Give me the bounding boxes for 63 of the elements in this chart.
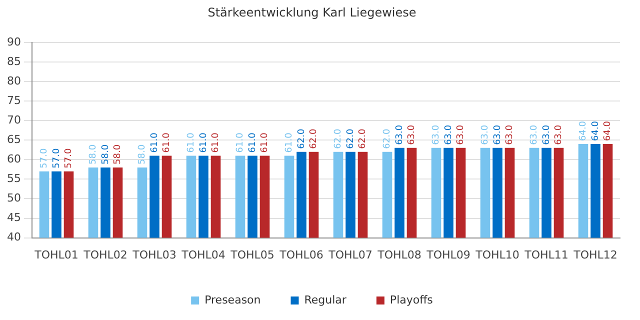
data-label: 58.0 <box>100 144 111 164</box>
legend-label: Preseason <box>204 293 261 306</box>
data-label: 61.0 <box>198 132 209 153</box>
data-label: 64.0 <box>578 120 589 142</box>
x-tick-label: TOHL06 <box>278 248 324 262</box>
data-label: 62.0 <box>309 128 320 149</box>
data-label: 63.0 <box>456 124 466 145</box>
data-label: 62.0 <box>296 128 307 149</box>
data-label: 62.0 <box>358 128 368 149</box>
data-label: 63.0 <box>394 124 405 145</box>
x-tick-label: TOHL07 <box>328 248 372 262</box>
y-tick-label: 75 <box>6 94 21 107</box>
y-tick-label: 55 <box>6 172 21 186</box>
data-label: 61.0 <box>260 132 270 153</box>
data-label: 61.0 <box>211 132 222 153</box>
data-label: 57.0 <box>40 148 50 168</box>
y-tick-label: 90 <box>6 35 21 48</box>
data-label: 62.0 <box>382 128 393 149</box>
x-tick-label: TOHL08 <box>376 248 422 262</box>
data-label: 62.0 <box>346 128 356 149</box>
x-tick-label: TOHL04 <box>180 248 226 262</box>
x-tick-label: TOHL09 <box>426 248 470 262</box>
data-label: 58.0 <box>113 144 124 164</box>
data-label: 63.0 <box>554 124 564 145</box>
data-label: 61.0 <box>248 132 258 153</box>
legend-label: Regular <box>304 293 347 306</box>
x-tick-label: TOHL02 <box>82 248 128 262</box>
y-tick-label: 40 <box>6 230 21 244</box>
x-tick-label: TOHL12 <box>572 248 618 262</box>
data-label: 63.0 <box>444 124 454 145</box>
data-label: 63.0 <box>432 124 442 145</box>
data-label: 61.0 <box>284 132 295 153</box>
data-label: 61.0 <box>162 132 172 153</box>
x-tick-label: TOHL11 <box>524 248 568 262</box>
data-label: 57.0 <box>64 148 74 168</box>
y-tick-label: 85 <box>6 54 21 68</box>
data-label: 64.0 <box>590 120 601 142</box>
y-tick-label: 60 <box>6 152 21 166</box>
data-label: 63.0 <box>530 124 540 145</box>
data-label: 61.0 <box>236 132 246 153</box>
data-label: 62.0 <box>334 128 344 149</box>
y-tick-label: 50 <box>6 192 21 205</box>
data-label: 63.0 <box>542 124 552 145</box>
data-label: 58.0 <box>138 144 148 164</box>
y-tick-label: 45 <box>6 211 21 224</box>
data-label: 63.0 <box>492 124 503 145</box>
x-tick-label: TOHL10 <box>474 248 520 262</box>
x-tick-label: TOHL03 <box>132 248 176 262</box>
data-label: 64.0 <box>603 120 614 142</box>
x-tick-label: TOHL01 <box>34 248 78 262</box>
y-tick-label: 70 <box>6 113 21 126</box>
data-label: 58.0 <box>88 144 99 164</box>
x-tick-label: TOHL05 <box>230 248 274 262</box>
y-tick-label: 65 <box>6 132 21 146</box>
data-label: 57.0 <box>52 148 62 168</box>
data-label: 61.0 <box>150 132 160 153</box>
data-label: 63.0 <box>407 124 418 145</box>
data-label: 61.0 <box>186 132 197 153</box>
chart-title: Stärkeentwicklung Karl Liegewiese <box>208 5 416 20</box>
data-label: 63.0 <box>505 124 516 145</box>
data-label: 63.0 <box>480 124 491 145</box>
y-tick-label: 80 <box>6 74 21 88</box>
legend-label: Playoffs <box>390 293 434 306</box>
